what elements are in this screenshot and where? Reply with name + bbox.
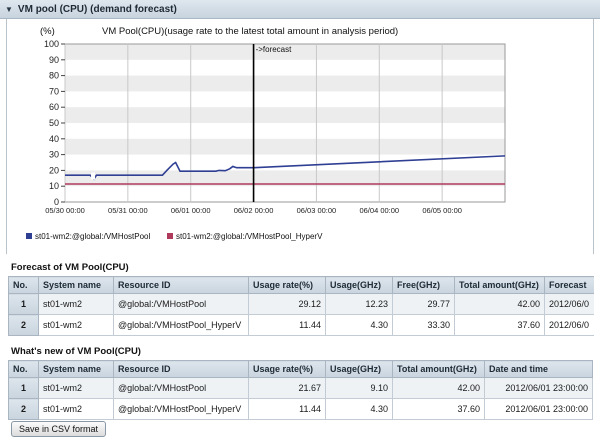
x-tick-label: 06/03 00:00 [297, 206, 337, 215]
forecast-table-title: Forecast of VM Pool(CPU) [11, 262, 129, 273]
whats-new-table-header: No. System name Resource ID Usage rate(%… [8, 360, 593, 378]
y-tick-label: 100 [44, 39, 59, 49]
usage-cell: 12.23 [325, 293, 393, 315]
row-number: 2 [8, 398, 39, 420]
table-row[interactable]: 1 st01-wm2 @global:/VMHostPool 29.12 12.… [8, 293, 594, 315]
column-header[interactable]: No. [8, 276, 39, 294]
total-amount-cell: 37.60 [454, 314, 545, 336]
date-time-cell: 2012/06/01 23:00:00 [484, 398, 593, 420]
usage-cell: 4.30 [325, 314, 393, 336]
free-cell: 29.77 [392, 293, 455, 315]
y-tick-label: 90 [49, 55, 59, 65]
system-name-cell: st01-wm2 [38, 398, 114, 420]
forecast-table: No. System name Resource ID Usage rate(%… [8, 276, 594, 336]
column-header[interactable]: System name [38, 360, 114, 378]
column-header[interactable]: System name [38, 276, 114, 294]
column-header[interactable]: Total amount(GHz) [392, 360, 485, 378]
usage-rate-cell: 21.67 [248, 377, 326, 399]
column-header[interactable]: Resource ID [113, 360, 249, 378]
y-tick-label: 10 [49, 181, 59, 191]
collapse-triangle-icon[interactable]: ▼ [5, 4, 13, 14]
plot-band [65, 75, 505, 92]
legend-entry: st01-wm2:@global:/VMHostPool [35, 232, 151, 241]
x-tick-label: 05/31 00:00 [108, 206, 148, 215]
line-chart: 0 10 20 30 40 50 60 70 80 90 100 05/30 00:00 05/31 … [26, 26, 506, 241]
total-amount-cell: 42.00 [392, 377, 485, 399]
column-header[interactable]: Usage rate(%) [248, 360, 326, 378]
plot-band [65, 44, 505, 60]
y-tick-label: 20 [49, 165, 59, 175]
table-row[interactable]: 2 st01-wm2 @global:/VMHostPool_HyperV 11… [8, 398, 593, 420]
x-tick-label: 06/02 00:00 [234, 206, 274, 215]
system-name-cell: st01-wm2 [38, 377, 114, 399]
save-csv-button[interactable]: Save in CSV format [11, 421, 107, 437]
forecast-cell: 2012/06/0 [544, 314, 594, 336]
row-number: 1 [8, 377, 39, 399]
usage-rate-cell: 11.44 [248, 398, 326, 420]
forecast-label: ->forecast [256, 45, 293, 54]
row-number: 2 [8, 314, 39, 336]
date-time-cell: 2012/06/01 23:00:00 [484, 377, 593, 399]
column-header[interactable]: Free(GHz) [392, 276, 455, 294]
resource-id-cell: @global:/VMHostPool [113, 293, 249, 315]
y-tick-label: 70 [49, 86, 59, 96]
system-name-cell: st01-wm2 [38, 293, 114, 315]
legend-entry: st01-wm2:@global:/VMHostPool_HyperV [176, 232, 323, 241]
whats-new-table: No. System name Resource ID Usage rate(%… [8, 360, 593, 420]
x-tick-label: 05/30 00:00 [45, 206, 85, 215]
y-tick-label: 60 [49, 102, 59, 112]
column-header[interactable]: No. [8, 360, 39, 378]
series-gap [91, 172, 96, 180]
usage-cell: 4.30 [325, 398, 393, 420]
free-cell: 33.30 [392, 314, 455, 336]
system-name-cell: st01-wm2 [38, 314, 114, 336]
legend-swatch [26, 233, 32, 239]
panel-header[interactable]: ▼ VM pool (CPU) (demand forecast) [0, 0, 600, 19]
chart-title: VM Pool(CPU)(usage rate to the latest to… [102, 26, 398, 37]
y-axis-label: (%) [40, 26, 55, 37]
plot-band [65, 138, 505, 155]
legend-swatch [167, 233, 173, 239]
usage-cell: 9.10 [325, 377, 393, 399]
y-tick-label: 30 [49, 150, 59, 160]
series-line [65, 155, 506, 181]
column-header[interactable]: Total amount(GHz) [454, 276, 545, 294]
x-tick-label: 06/04 00:00 [359, 206, 399, 215]
plot-band [65, 107, 505, 123]
plot-band [65, 170, 505, 187]
column-header[interactable]: Resource ID [113, 276, 249, 294]
x-tick-label: 06/05 00:00 [422, 206, 462, 215]
chart-area: 0 10 20 30 40 50 60 70 80 90 100 05/30 00:00 05/31 … [6, 19, 594, 254]
column-header[interactable]: Usage(GHz) [325, 276, 393, 294]
column-header[interactable]: Date and time [484, 360, 593, 378]
column-header[interactable]: Forecast [544, 276, 594, 294]
row-number: 1 [8, 293, 39, 315]
total-amount-cell: 42.00 [454, 293, 545, 315]
x-tick-label: 06/01 00:00 [171, 206, 211, 215]
whats-new-table-title: What's new of VM Pool(CPU) [11, 346, 141, 357]
column-header[interactable]: Usage(GHz) [325, 360, 393, 378]
column-header[interactable]: Usage rate(%) [248, 276, 326, 294]
resource-id-cell: @global:/VMHostPool_HyperV [113, 398, 249, 420]
forecast-cell: 2012/06/0 [544, 293, 594, 315]
usage-rate-cell: 29.12 [248, 293, 326, 315]
table-row[interactable]: 2 st01-wm2 @global:/VMHostPool_HyperV 11… [8, 314, 594, 336]
y-tick-label: 0 [54, 197, 59, 207]
y-tick-label: 40 [49, 134, 59, 144]
panel-title: VM pool (CPU) (demand forecast) [17, 3, 177, 15]
usage-rate-cell: 11.44 [248, 314, 326, 336]
y-tick-label: 80 [49, 71, 59, 81]
forecast-table-header: No. System name Resource ID Usage rate(%… [8, 276, 594, 294]
y-tick-label: 50 [49, 118, 59, 128]
resource-id-cell: @global:/VMHostPool [113, 377, 249, 399]
table-row[interactable]: 1 st01-wm2 @global:/VMHostPool 21.67 9.1… [8, 377, 593, 399]
total-amount-cell: 37.60 [392, 398, 485, 420]
resource-id-cell: @global:/VMHostPool_HyperV [113, 314, 249, 336]
